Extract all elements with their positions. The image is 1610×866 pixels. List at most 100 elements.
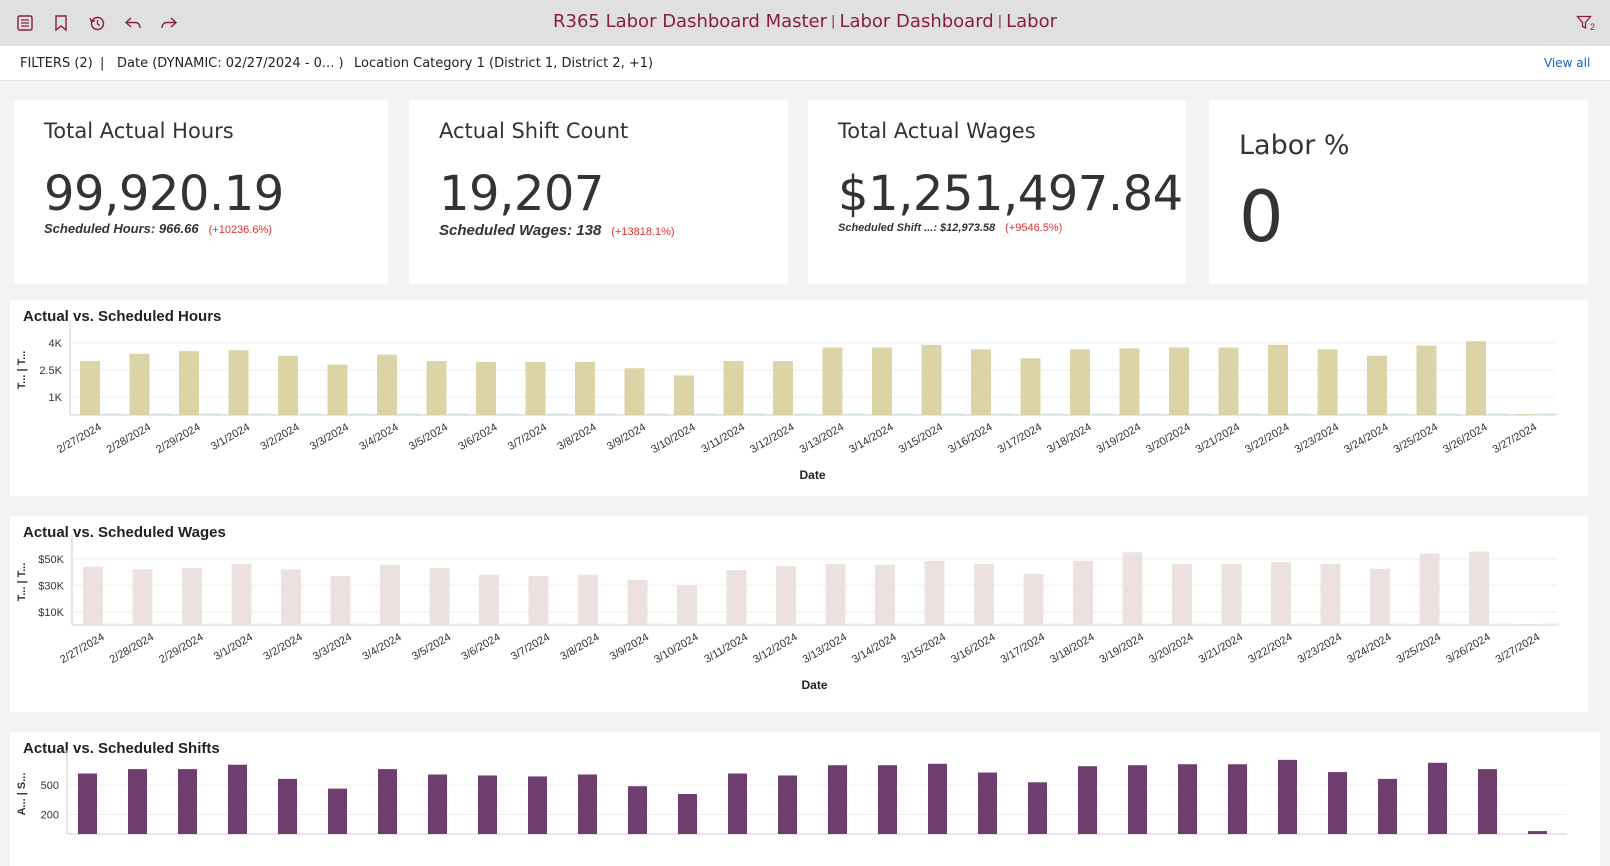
bar-actual [377, 354, 397, 415]
bar-actual [776, 566, 796, 625]
x-tick-label: 3/13/2024 [801, 631, 849, 666]
bar-actual [875, 564, 895, 625]
x-tick-label: 3/5/2024 [407, 421, 450, 453]
bar-actual [429, 568, 450, 625]
x-tick-label: 3/15/2024 [897, 421, 945, 456]
x-tick-label: 2/29/2024 [157, 631, 205, 666]
y-tick-label: $10K [38, 607, 64, 619]
bar-scheduled [1342, 623, 1363, 625]
wages-chart: $10K $30K $50K T... | T... 2/27/2024 2/28/202… [16, 535, 1561, 692]
kpi-subtitle: Scheduled Shift ...: $12,973.58 (+9546.5%… [838, 222, 1062, 234]
title-labor-dashboard[interactable]: Labor Dashboard [839, 11, 994, 32]
bar-scheduled [844, 413, 865, 415]
bar-scheduled [1389, 413, 1409, 415]
y-tick-label: $30K [38, 580, 64, 592]
bar-scheduled [448, 413, 469, 415]
bar-scheduled [597, 413, 617, 415]
bar-actual [825, 564, 846, 625]
x-tick-label: 3/2/2024 [258, 421, 301, 453]
bar-actual [1070, 349, 1090, 415]
x-tick-label: 3/19/2024 [1095, 421, 1143, 456]
x-tick-label: 3/6/2024 [456, 421, 499, 453]
top-toolbar: R365 Labor Dashboard Master | Labor Dashbo… [0, 0, 1610, 46]
bar-actual [828, 765, 847, 834]
bar-scheduled [498, 413, 518, 415]
x-tick-label: 3/16/2024 [946, 421, 994, 456]
title-labor[interactable]: Labor [1006, 11, 1058, 32]
x-tick-label: 3/14/2024 [847, 421, 895, 456]
bar-scheduled [946, 623, 967, 625]
bar-scheduled [501, 623, 521, 625]
bar-actual [1528, 831, 1547, 834]
bar-actual [132, 569, 153, 625]
x-tick-label: 3/23/2024 [1293, 421, 1341, 456]
x-tick-label: 3/18/2024 [1048, 631, 1096, 666]
bar-actual [1218, 347, 1239, 415]
bar-actual [1169, 347, 1189, 415]
x-tick-label: 3/12/2024 [748, 421, 796, 456]
y-tick-label: 1K [49, 392, 63, 404]
bar-actual [1320, 564, 1341, 625]
bar-actual [278, 778, 297, 834]
bar-actual [1328, 772, 1347, 834]
wages-chart-panel: Actual vs. Scheduled Wages $10K $30K $50K T… [10, 516, 1588, 712]
bar-actual [872, 347, 892, 415]
bar-scheduled [847, 623, 868, 625]
bar-actual [78, 773, 97, 834]
filter-icon[interactable]: 2 [1574, 12, 1596, 34]
kpi-value: 99,920.19 [44, 166, 284, 222]
bookmark-icon[interactable] [50, 12, 72, 34]
kpi-comparison: Scheduled Shift ...: $12,973.58 [838, 222, 996, 234]
bar-actual [528, 776, 547, 834]
x-tick-label: 3/22/2024 [1246, 631, 1294, 666]
x-tick-label: 3/4/2024 [360, 631, 403, 663]
x-tick-label: 3/4/2024 [357, 421, 400, 453]
history-icon[interactable] [86, 12, 108, 34]
bar-actual [726, 570, 747, 625]
filter-location[interactable]: Location Category 1 (District 1, Distric… [354, 56, 654, 71]
bar-actual [624, 368, 645, 415]
bar-scheduled [1240, 413, 1261, 415]
view-all-link[interactable]: View all [1544, 56, 1591, 70]
filter-date[interactable]: Date (DYNAMIC: 02/27/2024 - 0... ) [117, 56, 344, 71]
bar-scheduled [303, 623, 323, 625]
x-tick-label: 3/11/2024 [699, 421, 747, 455]
bar-actual [80, 361, 100, 415]
bar-actual [978, 772, 997, 834]
bar-actual [328, 788, 347, 834]
bar-actual [578, 574, 598, 625]
undo-icon[interactable] [122, 12, 144, 34]
list-icon[interactable] [14, 12, 36, 34]
chart-title: Actual vs. Scheduled Hours [23, 308, 222, 325]
x-tick-label: 3/27/2024 [1494, 631, 1542, 666]
bar-scheduled [352, 623, 373, 625]
bar-scheduled [1141, 413, 1162, 415]
bar-actual [525, 361, 546, 415]
kpi-delta: (+9546.5%) [1005, 222, 1063, 234]
bar-scheduled [1438, 413, 1459, 415]
chart-title: Actual vs. Scheduled Shifts [23, 740, 220, 757]
bar-actual [228, 764, 247, 834]
bar-actual [677, 585, 697, 625]
bar-scheduled [748, 623, 769, 625]
title-separator: | [831, 14, 836, 29]
bar-actual [1078, 766, 1097, 834]
bar-actual [921, 344, 942, 415]
bar-actual [628, 786, 647, 834]
bar-scheduled [897, 623, 917, 625]
title-dashboard-master[interactable]: R365 Labor Dashboard Master [552, 11, 828, 32]
filters-divider: | [100, 56, 105, 71]
x-tick-label: 3/24/2024 [1342, 421, 1390, 456]
filters-label[interactable]: FILTERS (2) [20, 56, 93, 71]
x-axis-label: Date [799, 468, 825, 482]
bar-actual [575, 361, 595, 415]
bar-actual [278, 355, 298, 415]
bar-actual [231, 564, 252, 625]
bar-actual [1271, 562, 1291, 625]
bar-scheduled [1045, 623, 1066, 625]
x-tick-label: 3/22/2024 [1243, 421, 1291, 456]
bar-actual [928, 763, 947, 834]
x-tick-label: 3/13/2024 [798, 421, 846, 456]
redo-icon[interactable] [158, 12, 180, 34]
x-tick-label: 3/1/2024 [212, 631, 255, 663]
